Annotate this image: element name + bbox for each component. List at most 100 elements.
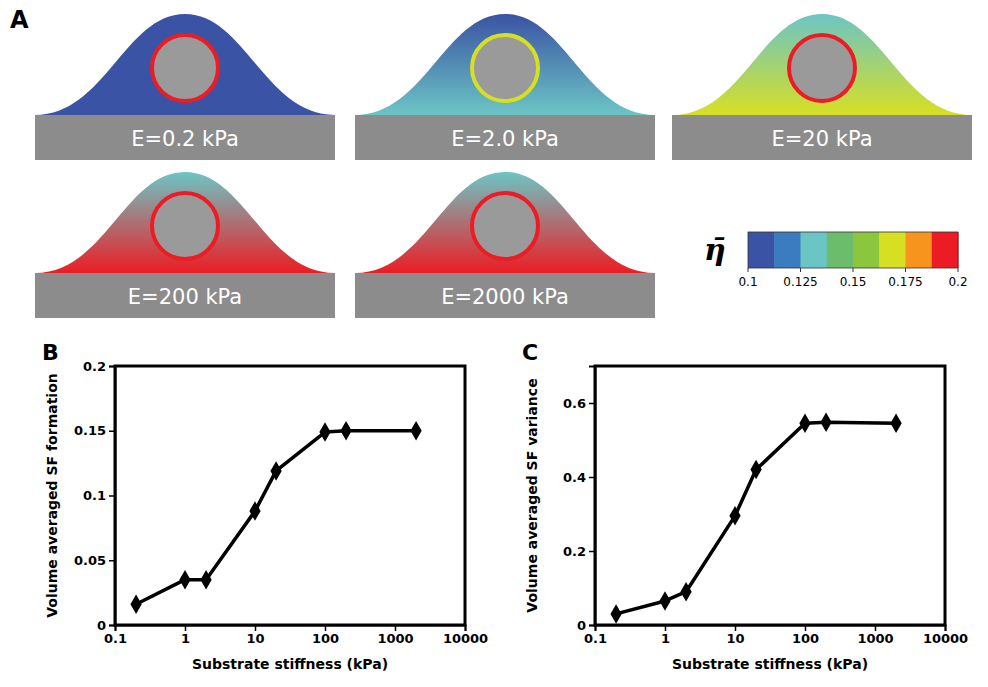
tick-label: 0.6 <box>563 396 586 411</box>
x-axis-title: Substrate stiffness (kPa) <box>672 656 868 672</box>
colorbar-bin <box>801 232 828 268</box>
tick-label: 1 <box>181 631 190 646</box>
colorbar-tick <box>958 268 959 272</box>
substrate <box>355 273 655 318</box>
simulation-panel: E=200 kPa <box>35 172 335 318</box>
colorbar-tick <box>853 268 854 272</box>
tick-label: 0 <box>577 618 586 633</box>
data-point <box>729 506 740 526</box>
colorbar-bin <box>932 232 959 268</box>
tick-label: 10000 <box>443 631 488 646</box>
data-point <box>200 570 211 590</box>
plot-frame <box>115 366 465 625</box>
colorbar-tick-label: 0.125 <box>783 275 817 289</box>
tick: 0 <box>97 618 115 633</box>
colorbar-bin <box>827 232 854 268</box>
tick: 100 <box>312 625 339 646</box>
x-axis: 0.1 1 10 100 1000 10000 <box>584 625 968 646</box>
tick-label: 1 <box>661 631 670 646</box>
tick-label: 0.15 <box>74 423 106 438</box>
plot-marks <box>130 421 421 614</box>
tick-label: 0.2 <box>563 544 586 559</box>
colorbar-tick-label: 0.2 <box>948 275 967 289</box>
nucleus <box>472 35 538 101</box>
tick-label: 100 <box>792 631 819 646</box>
panel-label: E=2000 kPa <box>441 285 569 309</box>
substrate <box>355 115 655 160</box>
colorbar-bin <box>906 232 933 268</box>
data-point <box>270 461 281 481</box>
colorbar-tick-label: 0.1 <box>738 275 757 289</box>
y-axis: 0 0.2 0.4 0.6 <box>563 367 596 633</box>
tick-label: 0 <box>97 618 106 633</box>
tick: 10000 <box>923 625 968 646</box>
cell-body <box>35 172 335 273</box>
tick-label: 0.2 <box>83 359 106 374</box>
tick-label: 1000 <box>857 631 893 646</box>
colorbar-title: η̄ <box>704 232 726 267</box>
chart: C0.111010010001000000.20.40.6Substrate s… <box>522 340 968 672</box>
y-axis-title: Volume averaged SF variance <box>524 378 540 612</box>
colorbar-bin <box>853 232 880 268</box>
data-point <box>750 460 761 480</box>
plot-frame <box>595 366 945 625</box>
colorbar-tick <box>905 268 906 272</box>
colorbar-bin <box>774 232 801 268</box>
panel-label: E=2.0 kPa <box>451 127 559 151</box>
nucleus <box>472 193 538 259</box>
colorbar-tick-label: 0.15 <box>840 275 867 289</box>
tick-label: 100 <box>312 631 339 646</box>
plot-marks <box>610 412 901 623</box>
nucleus <box>789 35 855 101</box>
y-axis-title: Volume averaged SF formation <box>44 373 60 618</box>
data-point <box>659 591 670 611</box>
nucleus <box>152 193 218 259</box>
tick: 10000 <box>443 625 488 646</box>
tick: 1 <box>181 625 190 646</box>
data-point <box>890 414 901 434</box>
tick-label: 10000 <box>923 631 968 646</box>
substrate <box>35 115 335 160</box>
tick: 0.4 <box>563 470 595 485</box>
data-point <box>799 414 810 434</box>
data-point <box>249 501 260 521</box>
colorbar-bin <box>748 232 775 268</box>
chart: B0.111010010001000000.050.10.150.2Substr… <box>42 340 488 672</box>
data-point <box>820 412 831 432</box>
colorbar-tick-label: 0.175 <box>888 275 922 289</box>
substrate <box>35 273 335 318</box>
tick-label: 10 <box>726 631 744 646</box>
tick: 1000 <box>377 625 413 646</box>
data-point <box>410 421 421 441</box>
figure: AE=0.2 kPaE=2.0 kPaE=20 kPaE=200 kPaE=20… <box>0 0 988 687</box>
data-point <box>319 422 330 442</box>
tick-label: 0.05 <box>74 553 106 568</box>
data-point <box>179 570 190 590</box>
cell-body <box>355 14 655 115</box>
y-axis: 0 0.05 0.1 0.15 0.2 <box>74 359 116 633</box>
tick: 1000 <box>857 625 893 646</box>
simulation-panel: E=2.0 kPa <box>355 14 655 160</box>
colorbar-frame <box>748 232 958 268</box>
tick: 0.1 <box>83 488 115 503</box>
colorbar: 0.1 0.125 0.15 0.175 0.2 η̄ <box>704 232 967 289</box>
colorbar-tick <box>800 268 801 272</box>
tick: 0.05 <box>74 553 115 568</box>
tick: 0.1 <box>104 625 127 646</box>
tick-label: 10 <box>246 631 264 646</box>
tick: 0.1 <box>584 625 607 646</box>
panel-label: E=20 kPa <box>771 127 872 151</box>
tick: 0 <box>577 618 595 633</box>
tick-label: 0.1 <box>584 631 607 646</box>
cell-body <box>35 14 335 115</box>
tick: 10 <box>246 625 264 646</box>
panel-letter: B <box>42 340 59 365</box>
tick: 0.15 <box>74 423 115 438</box>
tick-label: 0.4 <box>563 470 586 485</box>
data-point <box>130 595 141 615</box>
x-axis: 0.1 1 10 100 1000 10000 <box>104 625 488 646</box>
panel-label: E=200 kPa <box>128 285 242 309</box>
tick: 0.2 <box>83 359 115 374</box>
nucleus <box>152 35 218 101</box>
simulation-panel: E=2000 kPa <box>355 172 655 318</box>
